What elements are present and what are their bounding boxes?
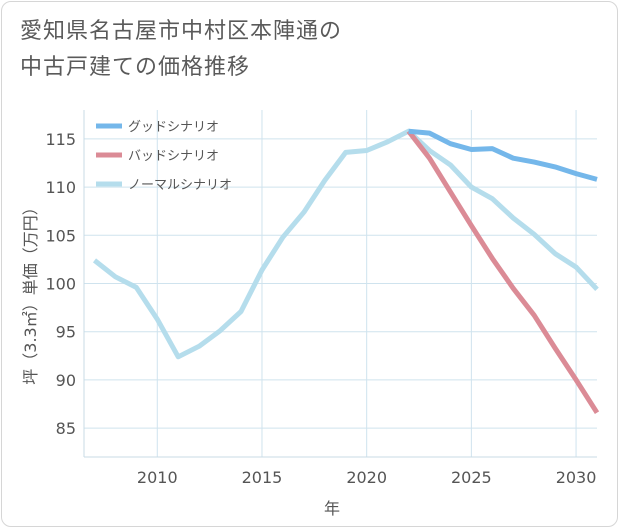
y-tick-label: 85: [56, 419, 76, 438]
x-tick-label: 2025: [451, 468, 492, 487]
y-tick-label: 90: [56, 371, 76, 390]
x-axis-ticks: 2010 2015 2020 2025 2030: [137, 468, 596, 487]
chart-title-line-1: 愛知県名古屋市中村区本陣通の: [20, 19, 343, 44]
chart-title: 愛知県名古屋市中村区本陣通の 中古戸建ての価格推移: [20, 14, 342, 86]
x-tick-label: 2030: [556, 468, 597, 487]
legend-label: ノーマルシナリオ: [128, 178, 232, 193]
y-tick-label: 95: [56, 323, 76, 342]
series-line-1: [406, 129, 600, 415]
y-tick-label: 115: [45, 130, 76, 149]
chart-title-line-2: 中古戸建ての価格推移: [20, 55, 251, 80]
series-line-0: [408, 128, 598, 182]
grid-lines: [84, 110, 597, 457]
y-tick-label: 110: [45, 178, 76, 197]
plot-frame: [83, 110, 597, 458]
y-tick-label: 105: [45, 226, 76, 245]
legend-label: バッドシナリオ: [128, 149, 219, 164]
series-lines: [92, 128, 600, 415]
x-tick-label: 2010: [137, 468, 178, 487]
x-tick-label: 2020: [346, 468, 387, 487]
y-axis-ticks: 85 90 95 100 105 110 115: [45, 130, 76, 438]
y-axis-title: 坪（3.3㎡）単価（万円）: [21, 199, 40, 384]
x-tick-label: 2015: [242, 468, 283, 487]
series-line-2: [92, 128, 599, 360]
y-tick-label: 100: [45, 275, 76, 294]
x-axis-title: 年: [324, 499, 340, 518]
legend-label: グッドシナリオ: [128, 120, 219, 135]
